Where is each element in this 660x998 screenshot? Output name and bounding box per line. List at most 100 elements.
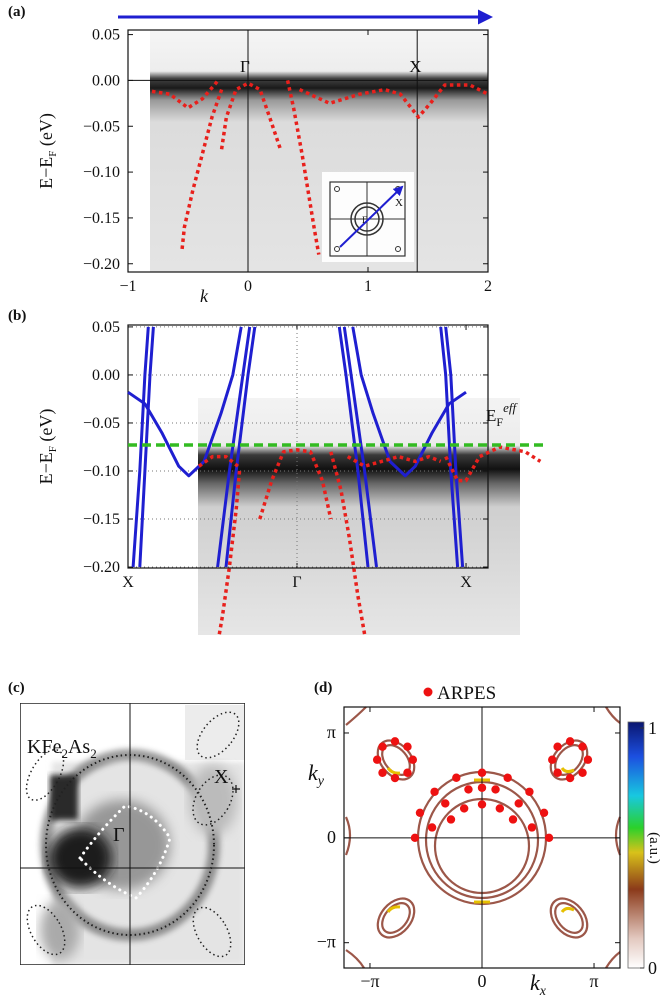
arpes-point bbox=[452, 773, 461, 782]
panel-label: (c) bbox=[8, 680, 25, 696]
band-line bbox=[127, 326, 243, 478]
x-tick-label: −π bbox=[360, 971, 379, 991]
y-axis-label-part: k bbox=[308, 760, 319, 785]
legend-label: ARPES bbox=[437, 683, 496, 704]
arpes-point bbox=[565, 737, 575, 746]
arpes-point bbox=[553, 742, 562, 751]
y-tick-label: 0.00 bbox=[92, 367, 120, 384]
point-label: X bbox=[409, 57, 421, 76]
brillouin-inset bbox=[322, 172, 414, 262]
colorbar-label: (a.u.) bbox=[646, 832, 660, 864]
arpes-image bbox=[150, 30, 488, 272]
compound-label-part: 2 bbox=[90, 746, 97, 761]
arpes-dispersion bbox=[298, 83, 489, 119]
plot-frame bbox=[127, 29, 489, 273]
ref-line-label-part: eff bbox=[503, 400, 518, 415]
arpes-point bbox=[477, 768, 487, 777]
x-tick-label: π bbox=[589, 971, 598, 991]
x-axis-label: k bbox=[200, 286, 209, 306]
arpes-point bbox=[491, 785, 500, 794]
y-axis-label-part: (eV) bbox=[36, 409, 57, 446]
y-tick-label: 0.05 bbox=[92, 27, 120, 44]
y-tick-label: −0.20 bbox=[83, 256, 120, 273]
band-line bbox=[342, 326, 378, 568]
arpes-dispersion bbox=[285, 80, 321, 255]
band-line bbox=[131, 326, 150, 568]
arpes-point bbox=[403, 742, 412, 751]
arpes-point bbox=[430, 787, 439, 796]
arpes-point bbox=[378, 768, 387, 777]
x-tick-label: 0 bbox=[244, 278, 252, 295]
arpes-point bbox=[578, 768, 587, 777]
arpes-point bbox=[565, 773, 575, 783]
x-tick-label: X bbox=[460, 574, 472, 591]
arpes-dispersion bbox=[346, 454, 442, 468]
x-axis-label: kx bbox=[530, 970, 547, 998]
arpes-point bbox=[544, 833, 554, 843]
band-line bbox=[337, 326, 370, 568]
y-tick-label: −π bbox=[317, 932, 336, 952]
y-tick-label: −0.10 bbox=[83, 463, 120, 480]
x-axis-label-part: x bbox=[539, 984, 547, 998]
arpes-point bbox=[410, 833, 420, 843]
band-line bbox=[439, 326, 460, 568]
band-line bbox=[138, 326, 155, 568]
y-tick-label: −0.05 bbox=[83, 118, 120, 135]
compound-label: KFe2As2 bbox=[27, 736, 97, 761]
arpes-point bbox=[378, 742, 387, 751]
point-label: Γ bbox=[240, 57, 250, 76]
arpes-point bbox=[464, 785, 473, 794]
arpes-point bbox=[372, 755, 382, 764]
band-line bbox=[444, 326, 465, 568]
arpes-point bbox=[527, 823, 537, 832]
arpes-point bbox=[427, 823, 437, 832]
inset-label: X bbox=[395, 197, 403, 209]
y-axis-label: ky bbox=[308, 760, 325, 789]
arpes-point bbox=[415, 808, 425, 818]
ref-line-label-part: F bbox=[496, 415, 503, 429]
y-axis-label: E−EF (eV) bbox=[36, 113, 59, 189]
arpes-point bbox=[578, 742, 587, 751]
compound-label-part: KFe bbox=[27, 736, 62, 758]
colorbar-tick-label: 1 bbox=[648, 718, 657, 738]
panel-label: (d) bbox=[314, 680, 332, 696]
colorbar-tick-label: 0 bbox=[648, 958, 657, 978]
panel-label: (a) bbox=[8, 4, 26, 20]
arpes-point bbox=[408, 755, 418, 764]
arpes-point bbox=[525, 787, 534, 796]
arpes-dispersion bbox=[197, 454, 239, 468]
x-tick-label: 0 bbox=[478, 971, 487, 991]
arpes-point bbox=[477, 783, 487, 792]
arpes-point bbox=[390, 737, 400, 746]
arpes-dispersion bbox=[258, 448, 333, 520]
y-axis-label-part: E−E bbox=[36, 157, 56, 189]
arpes-point bbox=[583, 755, 593, 764]
ref-line-label-part: E bbox=[486, 406, 496, 425]
y-tick-label: 0.05 bbox=[92, 319, 120, 336]
x-tick-label: 2 bbox=[484, 278, 492, 295]
y-axis-label-part: F bbox=[47, 151, 59, 157]
arpes-point bbox=[514, 799, 523, 808]
y-axis-label-part: (eV) bbox=[36, 113, 57, 150]
x-tick-label: Γ bbox=[292, 574, 301, 591]
x-axis-label-part: k bbox=[530, 970, 541, 995]
ref-line-label: EFeff bbox=[486, 400, 518, 429]
arpes-point bbox=[441, 799, 450, 808]
legend-marker bbox=[423, 687, 433, 697]
compound-label-part: 2 bbox=[61, 746, 68, 761]
arpes-dispersion bbox=[151, 79, 220, 110]
fermi-map bbox=[20, 703, 245, 965]
arpes-point bbox=[403, 768, 412, 777]
plot-frame bbox=[343, 706, 621, 969]
band-line bbox=[216, 326, 252, 568]
y-axis-label-part: y bbox=[316, 774, 325, 789]
y-tick-label: 0 bbox=[327, 827, 336, 847]
arpes-point bbox=[446, 815, 456, 824]
y-axis-label: E−EF (eV) bbox=[36, 409, 59, 485]
y-tick-label: −0.20 bbox=[83, 559, 120, 576]
y-axis-label-part: F bbox=[47, 446, 59, 452]
arpes-point bbox=[548, 755, 557, 764]
x-tick-label: −1 bbox=[119, 278, 136, 295]
arpes-point bbox=[553, 768, 562, 777]
